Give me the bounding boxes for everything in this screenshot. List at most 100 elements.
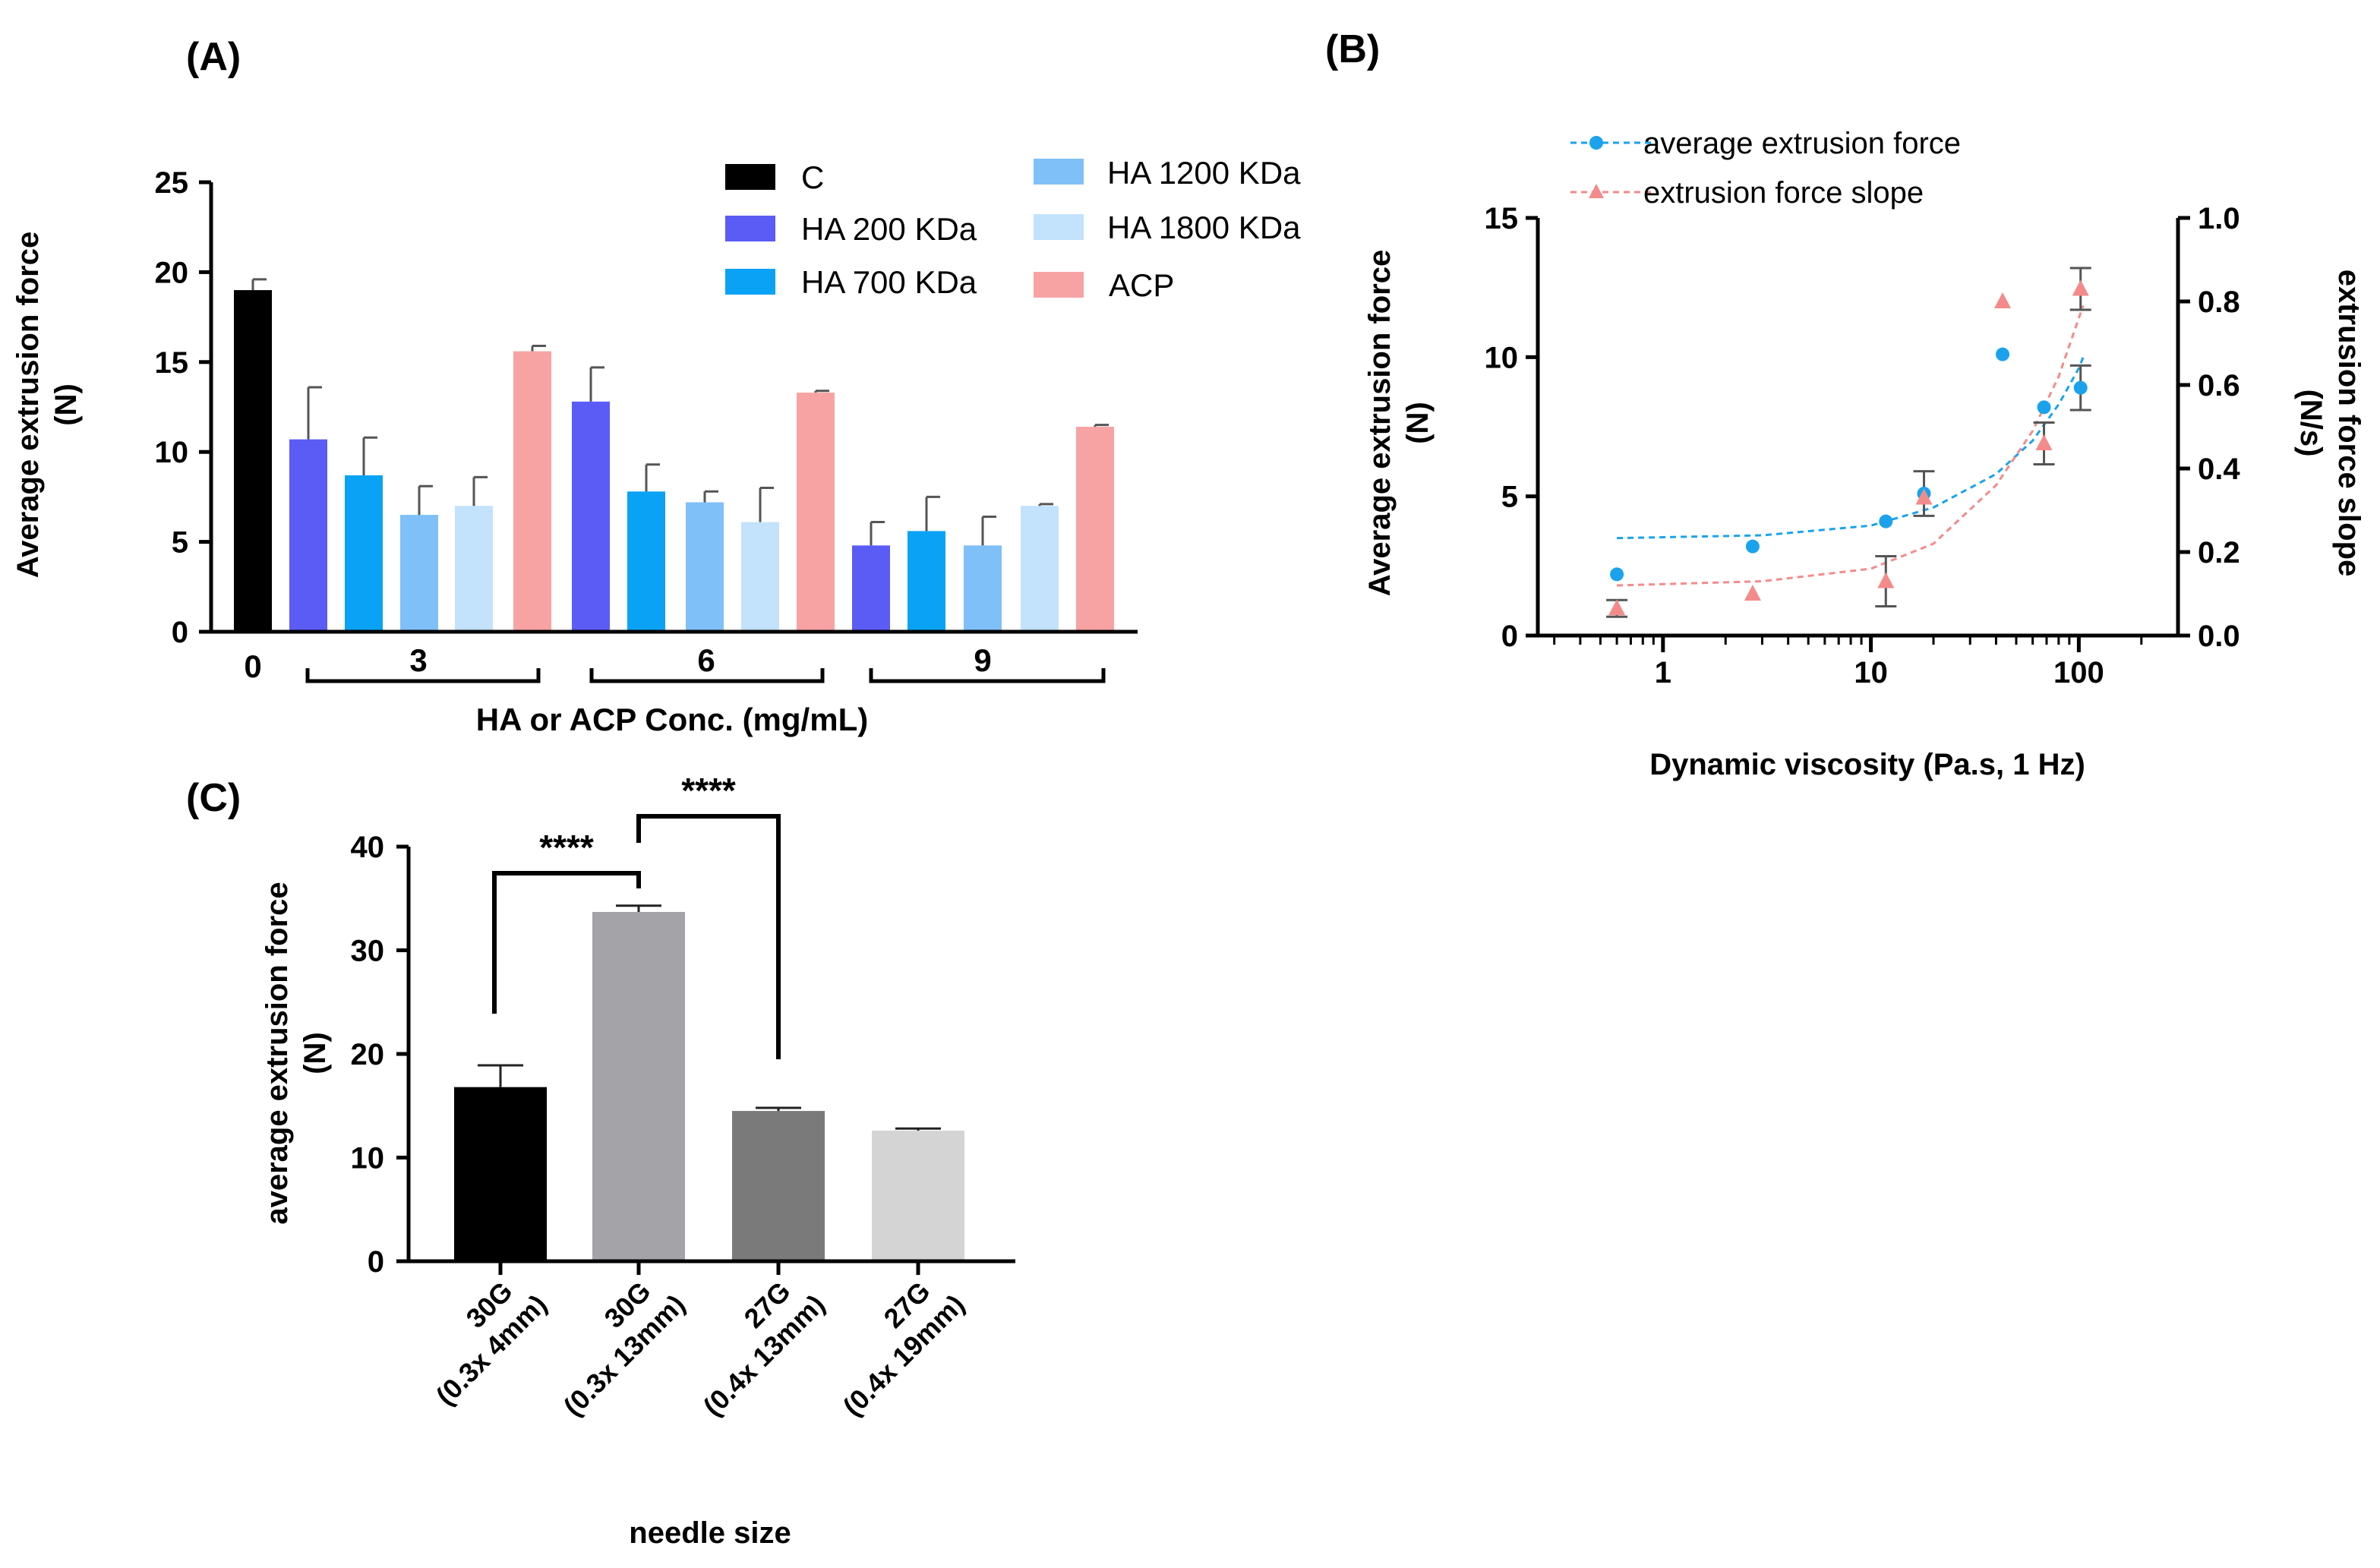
b-yr-tick-label-0.0: 0.0 [2198,620,2240,653]
b-x-tick-label-10: 10 [1854,656,1888,689]
legend-label-ha700: HA 700 KDa [801,264,977,300]
error-bar-2 [362,436,377,475]
panel-b-legend: average extrusion force extrusion force … [1570,127,1961,210]
panel-c-y-axis: 0 10 20 30 40 [351,831,409,1279]
legend-swatch-c [725,164,775,190]
sig-label-2: **** [681,771,736,810]
b-yr-tick-label-0.2: 0.2 [2198,536,2240,569]
panel-b-ylabel-left-line1: Average extrusion force [1363,250,1397,596]
panel-b-label: (B) [1325,27,1380,71]
legend-label-acp: ACP [1109,267,1174,303]
force-point-0 [1610,567,1624,582]
legend-swatch-acp [1034,272,1084,298]
group-bracket-6 [589,668,825,683]
force-point-5 [2037,400,2051,415]
sig-bracket-2 [636,814,781,1059]
panel-c-significance: **** **** [492,771,781,1059]
sig-bracket-1 [492,871,641,1014]
slope-point-4 [1994,292,2012,308]
b-yl-tick-label-10: 10 [1485,341,1519,374]
bar-6-ha-1200-kda [686,502,724,632]
panel-c-ylabel-line2: (N) [298,1032,332,1074]
panel-a-y-axis: 0 5 10 15 20 25 [155,166,211,649]
error-bar-14 [1038,503,1053,506]
legend-slope-label: extrusion force slope [1643,176,1924,210]
legend-slope-marker [1589,184,1604,198]
panel-c: (C) average extrusion force (N) needle s… [186,771,1015,1550]
legend-swatch-ha1200 [1034,159,1084,185]
panel-b-ylabel-right-line1: extrusion force slope [2332,270,2366,577]
panel-a-xlabel: HA or ACP Conc. (mg/mL) [476,702,868,737]
needle-bar-0 [454,1087,547,1261]
slope-point-1 [1744,585,1761,601]
needle-error-bar-2 [756,1106,801,1112]
b-yl-tick-label-0: 0 [1501,620,1518,653]
panel-b-fit-lines [1617,305,2085,587]
force-point-1 [1745,539,1760,554]
needle-label-1: 30G(0.3x 13mm) [557,1276,691,1422]
panel-b-axes: 0 5 10 15 0.0 0.2 0.4 0.6 0.8 1.0 1 10 100 [1485,202,2241,689]
panel-a-ylabel-line1: Average extrusion force [11,232,45,578]
needle-label-0: 30G(0.3x 4mm) [430,1276,553,1412]
legend-label-c: C [801,159,824,195]
bar-9-ha-1800-kda [1021,506,1059,632]
bar-6-acp [797,393,835,632]
bar-3-ha-1800-kda [455,506,493,632]
group-label-6: 6 [697,642,715,678]
a-ytick-label-20: 20 [155,256,189,289]
sig-label-1: **** [539,828,594,867]
slope-point-2 [1877,572,1895,588]
b-yr-tick-label-0.8: 0.8 [2198,286,2240,319]
error-bar-3 [418,484,433,516]
error-bar-13 [981,515,996,546]
b-yl-tick-label-15: 15 [1485,202,1519,235]
bar-6-ha-700-kda [627,491,665,632]
c-ytick-label-40: 40 [351,831,385,864]
bar-9-ha-700-kda [907,531,945,632]
panel-c-ylabel-line1: average extrusion force [260,882,294,1224]
bar-9-acp [1076,427,1114,632]
needle-error-bar-3 [895,1127,941,1131]
panel-a-error-bars [251,278,1109,546]
needle-error-bar-1 [616,904,661,912]
bar-6-ha-1800-kda [741,522,779,632]
legend-force-marker [1589,136,1603,150]
slope-point-3 [1915,488,1933,505]
needle-bar-2 [732,1111,825,1261]
a-ytick-label-10: 10 [155,436,189,469]
panel-a-label: (A) [186,35,241,79]
error-bar-5 [531,344,546,352]
b-yl-tick-label-5: 5 [1501,481,1518,514]
error-bar-12 [925,495,940,532]
legend-swatch-ha1800 [1034,214,1084,240]
group-label-0: 0 [244,648,261,684]
b-x-tick-label-100: 100 [2053,656,2104,689]
legend-label-ha1800: HA 1800 KDa [1107,210,1301,245]
error-bar-8 [703,490,718,503]
legend-swatch-ha700 [725,269,775,295]
panel-c-bars [454,904,964,1261]
group-label-3: 3 [409,642,427,678]
group-label-9: 9 [974,642,991,678]
legend-swatch-ha200 [725,216,775,241]
panel-b-ylabel-right-line2: (N/s) [2294,390,2328,457]
bar-3-ha-700-kda [345,475,383,632]
slope-point-0 [1608,599,1626,616]
force-point-4 [1996,347,2010,361]
group-bracket-3 [305,668,541,683]
panel-c-label: (C) [186,776,241,820]
bar-9-ha-200-kda [852,545,890,632]
group-bracket-9 [869,668,1106,683]
panel-c-xlabel: needle size [629,1516,791,1550]
a-ytick-label-15: 15 [155,346,189,380]
fit-line-force [1617,356,2085,540]
panel-b-xlabel: Dynamic viscosity (Pa.s, 1 Hz) [1649,748,2085,781]
needle-bar-1 [592,911,685,1261]
error-bar-11 [870,521,885,546]
panel-b-ylabel-left-line2: (N) [1401,402,1435,444]
panel-b: (B) Average extrusion force (N) extrusio… [1325,27,2366,781]
legend-label-ha200: HA 200 KDa [801,211,977,247]
b-yr-tick-label-0.6: 0.6 [2198,369,2240,402]
b-x-tick-label-1: 1 [1655,656,1671,689]
